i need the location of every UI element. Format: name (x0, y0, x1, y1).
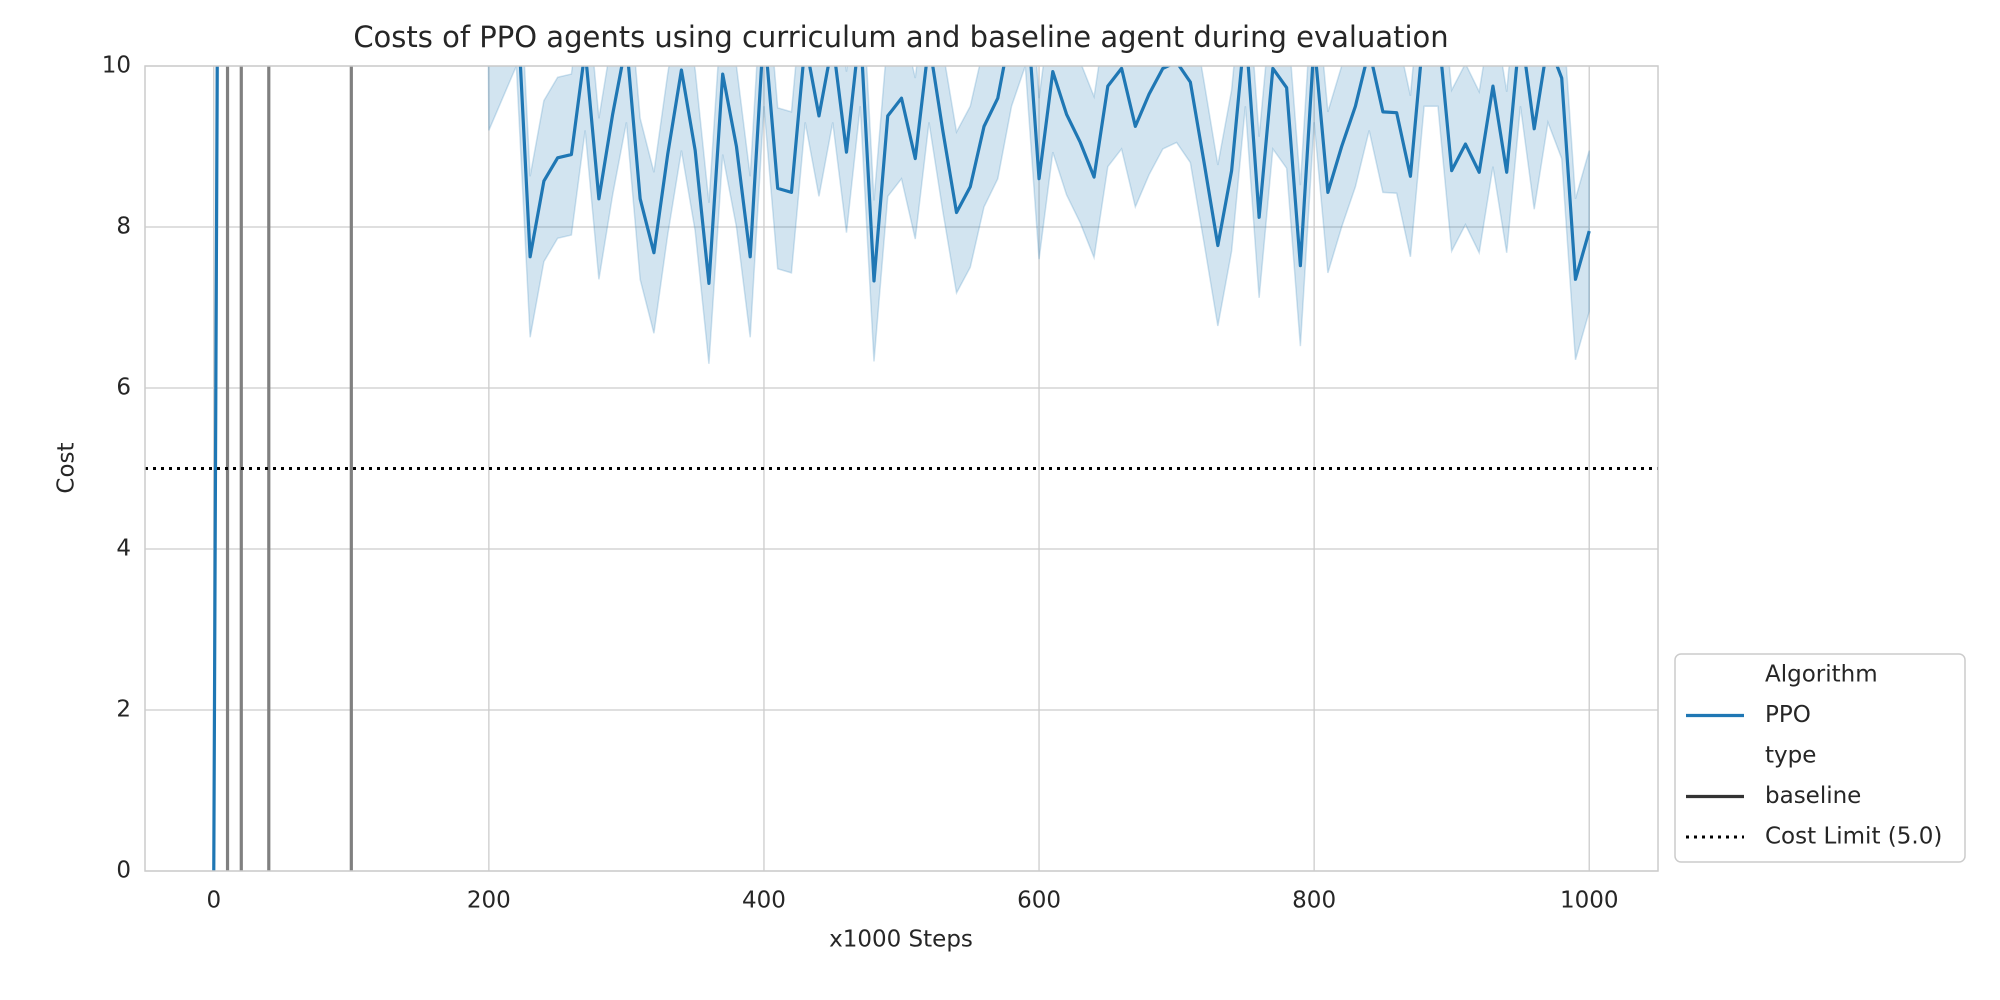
y-tick-label: 8 (116, 214, 131, 240)
y-tick-label: 6 (116, 375, 131, 401)
y-axis-label: Cost (54, 442, 80, 493)
x-tick-label: 400 (742, 888, 786, 914)
x-tick-label: 1000 (1560, 888, 1619, 914)
x-axis-label: x1000 Steps (829, 927, 973, 953)
y-tick-label: 10 (102, 53, 131, 79)
x-tick-label: 600 (1017, 888, 1061, 914)
chart-title: Costs of PPO agents using curriculum and… (353, 20, 1448, 54)
y-tick-label: 0 (116, 858, 131, 884)
legend-box (1674, 653, 1966, 863)
legend-title: Algorithm (1765, 662, 1878, 688)
line (212, 66, 1591, 871)
y-tick-label: 2 (116, 697, 131, 723)
axes-frame (144, 65, 1659, 872)
legend-title: type (1765, 743, 1816, 769)
legend-label: PPO (1765, 702, 1811, 728)
legend-label: Cost Limit (5.0) (1765, 824, 1942, 850)
legend: Algorithm PPO type baseline Cost Limit (5.0) (1674, 653, 1966, 863)
legend-label: baseline (1765, 783, 1861, 809)
y-tick-label: 4 (116, 536, 131, 562)
x-tick-label: 800 (1292, 888, 1336, 914)
x-tick-label: 0 (206, 888, 221, 914)
x-tick-label: 200 (467, 888, 511, 914)
plot-area (145, 66, 1658, 871)
